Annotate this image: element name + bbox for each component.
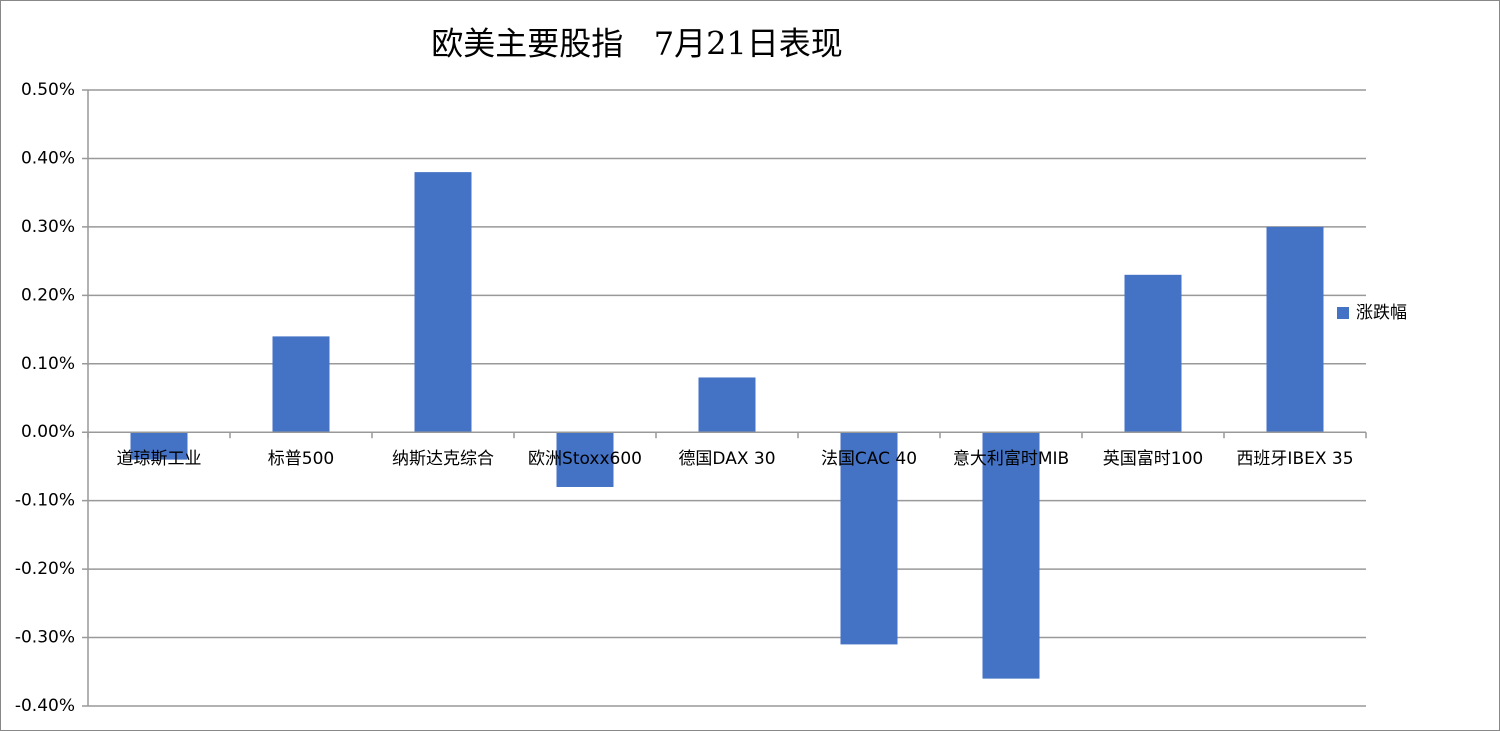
x-tick-label: 德国DAX 30 [678,449,775,469]
y-tick-label: 0.40% [21,148,75,168]
bar [840,432,898,645]
y-tick-label: 0.10% [21,354,75,374]
x-tick-label: 英国富时100 [1103,449,1203,469]
x-tick-label: 道琼斯工业 [117,449,202,469]
y-tick-label: -0.10% [15,491,75,511]
bar [414,172,472,433]
x-tick-label: 法国CAC 40 [821,449,917,469]
y-tick-label: 0.00% [21,422,75,442]
bar [130,432,188,460]
y-tick-label: 0.50% [21,80,75,100]
y-tick-label: 0.20% [21,285,75,305]
legend-swatch [1337,307,1349,319]
y-tick-label: -0.30% [15,628,75,648]
bar [1266,226,1324,433]
bar [1124,274,1182,433]
chart-title: 欧美主要股指 7月21日表现 [431,25,843,63]
y-tick-label: 0.30% [21,217,75,237]
bar [698,377,756,433]
bar [272,336,330,433]
x-tick-label: 纳斯达克综合 [392,449,494,469]
bar [556,432,614,487]
bar [982,432,1040,679]
x-tick-label: 标普500 [268,449,334,469]
y-tick-label: -0.40% [15,696,75,716]
legend-label: 涨跌幅 [1356,303,1407,323]
x-tick-label: 西班牙IBEX 35 [1236,449,1353,469]
x-tick-label: 欧洲Stoxx600 [528,449,642,469]
y-tick-label: -0.20% [15,559,75,579]
x-tick-label: 意大利富时MIB [953,449,1069,469]
